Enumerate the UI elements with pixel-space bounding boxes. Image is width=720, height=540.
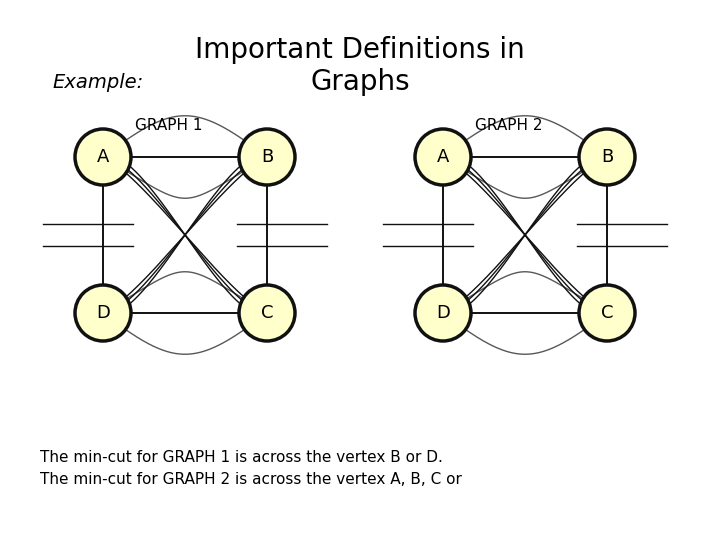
Text: C: C: [261, 304, 274, 322]
Text: GRAPH 2: GRAPH 2: [475, 118, 542, 132]
Circle shape: [75, 129, 131, 185]
Text: The min-cut for GRAPH 1 is across the vertex B or D.: The min-cut for GRAPH 1 is across the ve…: [40, 450, 443, 465]
Text: GRAPH 1: GRAPH 1: [135, 118, 202, 132]
Text: D: D: [436, 304, 450, 322]
Text: Example:: Example:: [52, 72, 143, 91]
Text: B: B: [601, 148, 613, 166]
Text: B: B: [261, 148, 273, 166]
Circle shape: [415, 285, 471, 341]
Text: C: C: [600, 304, 613, 322]
Circle shape: [239, 285, 295, 341]
Text: A: A: [96, 148, 109, 166]
Text: Graphs: Graphs: [310, 68, 410, 96]
Text: A: A: [437, 148, 449, 166]
Circle shape: [579, 129, 635, 185]
Circle shape: [239, 129, 295, 185]
Text: Important Definitions in: Important Definitions in: [195, 36, 525, 64]
Circle shape: [415, 129, 471, 185]
Circle shape: [75, 285, 131, 341]
Text: D: D: [96, 304, 110, 322]
Circle shape: [579, 285, 635, 341]
Text: The min-cut for GRAPH 2 is across the vertex A, B, C or: The min-cut for GRAPH 2 is across the ve…: [40, 472, 462, 488]
